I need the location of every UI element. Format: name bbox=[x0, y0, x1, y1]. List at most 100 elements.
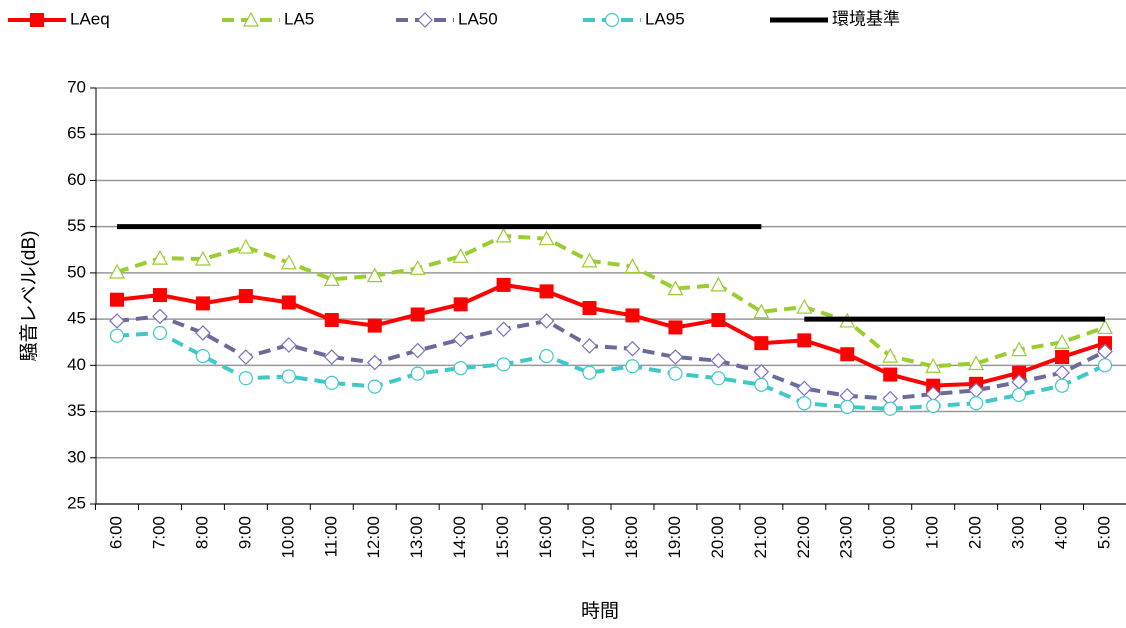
legend-item: LA95 bbox=[583, 9, 685, 28]
y-tick-label: 65 bbox=[67, 124, 86, 143]
data-point bbox=[495, 321, 512, 338]
data-point bbox=[109, 328, 125, 343]
legend-item: LA50 bbox=[396, 9, 498, 28]
data-point bbox=[110, 292, 124, 307]
x-tick-label: 20:00 bbox=[708, 516, 727, 559]
data-point bbox=[625, 359, 640, 374]
x-tick-label: 22:00 bbox=[794, 516, 813, 559]
data-point bbox=[710, 276, 727, 292]
y-axis-label: 騒音レベル(dB) bbox=[18, 231, 40, 362]
data-point bbox=[280, 254, 297, 270]
legend-marker bbox=[604, 12, 620, 28]
x-tick-label: 15:00 bbox=[493, 516, 512, 559]
data-point bbox=[323, 271, 340, 286]
data-point bbox=[238, 349, 254, 365]
x-tick-label: 12:00 bbox=[364, 516, 383, 559]
data-point bbox=[410, 366, 425, 381]
data-point bbox=[581, 252, 598, 268]
data-point bbox=[453, 361, 468, 376]
data-point bbox=[281, 295, 296, 310]
x-tick-label: 1:00 bbox=[923, 516, 942, 549]
data-point bbox=[796, 298, 813, 314]
data-point bbox=[152, 308, 168, 325]
legend-label: LA95 bbox=[645, 9, 685, 28]
data-point bbox=[409, 260, 426, 275]
data-point bbox=[452, 331, 469, 348]
data-point bbox=[195, 325, 211, 341]
legend-label: LA5 bbox=[284, 9, 314, 28]
x-tick-label: 3:00 bbox=[1009, 516, 1028, 549]
data-point bbox=[538, 313, 555, 329]
data-point bbox=[925, 357, 942, 373]
data-point bbox=[711, 313, 726, 328]
data-point bbox=[238, 289, 253, 303]
legend-label: LAeq bbox=[70, 9, 110, 28]
y-tick-label: 60 bbox=[67, 170, 86, 189]
y-tick-label: 45 bbox=[67, 309, 86, 328]
legend-item: LA5 bbox=[222, 9, 314, 28]
legend-item: LAeq bbox=[8, 9, 110, 28]
legend-marker bbox=[30, 13, 44, 27]
y-tick-label: 35 bbox=[67, 401, 86, 420]
data-point bbox=[840, 347, 855, 362]
data-point bbox=[668, 320, 683, 335]
data-point bbox=[151, 249, 168, 265]
data-point bbox=[1011, 387, 1027, 403]
data-point bbox=[968, 355, 985, 371]
x-tick-label: 0:00 bbox=[880, 516, 899, 549]
legend-label: 環境基準 bbox=[832, 9, 900, 28]
data-point bbox=[883, 367, 898, 382]
y-tick-label: 50 bbox=[67, 262, 86, 281]
data-point bbox=[1054, 364, 1070, 381]
data-point bbox=[582, 365, 597, 380]
x-tick-label: 8:00 bbox=[192, 516, 211, 549]
series-line bbox=[116, 282, 1106, 388]
y-tick-label: 55 bbox=[67, 216, 86, 235]
y-tick-label: 70 bbox=[67, 77, 86, 96]
data-point bbox=[624, 340, 641, 357]
data-point bbox=[1011, 341, 1028, 357]
x-tick-label: 16:00 bbox=[536, 516, 555, 559]
data-point bbox=[668, 366, 683, 381]
x-tick-label: 10:00 bbox=[278, 516, 297, 559]
data-point bbox=[195, 348, 211, 364]
data-point bbox=[581, 338, 598, 354]
data-point bbox=[582, 301, 597, 316]
data-point bbox=[926, 378, 941, 393]
data-point bbox=[667, 349, 684, 365]
x-tick-label: 14:00 bbox=[450, 516, 469, 559]
data-point bbox=[840, 399, 855, 415]
y-tick-label: 30 bbox=[67, 447, 86, 466]
legend-marker bbox=[242, 11, 260, 27]
data-point bbox=[1097, 358, 1113, 373]
data-point bbox=[410, 307, 425, 322]
data-point bbox=[796, 380, 813, 397]
data-point bbox=[753, 303, 770, 319]
data-point bbox=[367, 318, 382, 333]
data-point bbox=[152, 325, 168, 341]
data-point bbox=[625, 308, 640, 323]
data-point bbox=[1098, 336, 1112, 351]
data-point bbox=[237, 238, 254, 254]
x-axis-label: 時間 bbox=[581, 600, 619, 622]
x-tick-label: 9:00 bbox=[235, 516, 254, 549]
data-point bbox=[453, 297, 468, 312]
x-tick-label: 4:00 bbox=[1052, 516, 1071, 549]
data-point bbox=[238, 371, 253, 386]
data-point bbox=[539, 284, 554, 299]
x-tick-label: 13:00 bbox=[407, 516, 426, 559]
x-tick-label: 18:00 bbox=[622, 516, 641, 559]
x-tick-label: 7:00 bbox=[149, 516, 168, 549]
data-point bbox=[108, 263, 126, 279]
x-tick-label: 21:00 bbox=[751, 516, 770, 559]
data-point bbox=[1096, 319, 1114, 335]
data-point bbox=[109, 313, 125, 329]
data-point bbox=[882, 347, 899, 363]
series-line bbox=[116, 233, 1106, 369]
x-tick-label: 5:00 bbox=[1094, 516, 1113, 549]
legend-item: 環境基準 bbox=[770, 9, 900, 28]
data-point bbox=[323, 349, 340, 365]
data-point bbox=[797, 333, 812, 348]
data-point bbox=[324, 313, 339, 328]
